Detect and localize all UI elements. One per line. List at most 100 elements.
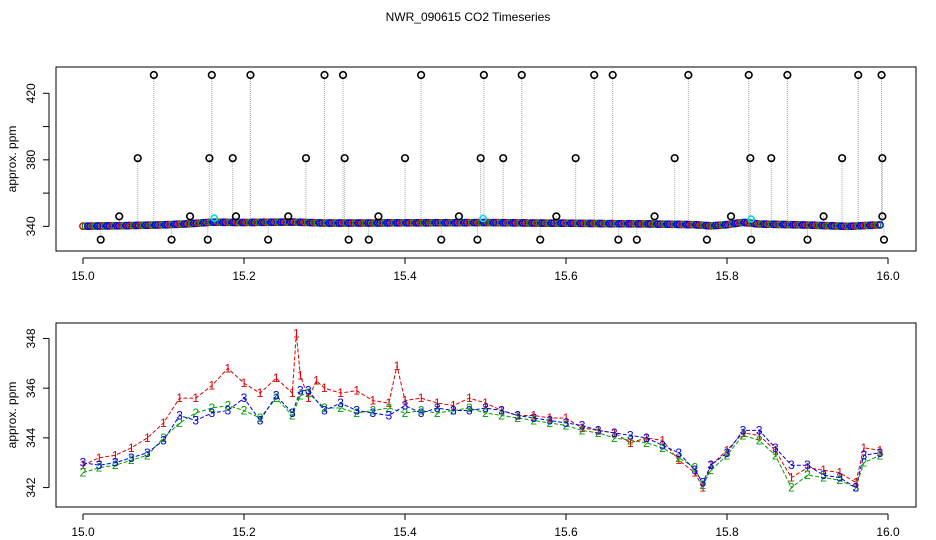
top-outlier-point [205, 154, 214, 163]
series-1-point: 1 [369, 394, 376, 408]
top-data-point [685, 220, 694, 229]
series-2-point: 2 [724, 448, 731, 462]
top-data-point [542, 219, 551, 228]
top-outlier-point [149, 70, 158, 80]
top-outlier-point [437, 235, 446, 244]
top-data-point [668, 220, 677, 229]
series-1-point: 1 [514, 409, 521, 423]
series-1-point: 1 [313, 374, 320, 388]
top-data-point [523, 219, 532, 227]
top-plot-frame [55, 66, 917, 252]
series-2-point: 2 [498, 409, 505, 423]
top-data-point [139, 221, 148, 230]
series-1-point: 1 [353, 384, 360, 398]
top-outlier-point [517, 70, 526, 80]
top-data-point [236, 218, 244, 227]
top-data-point [781, 220, 790, 229]
top-data-point [810, 221, 819, 230]
top-data-point [170, 220, 179, 229]
series-2-point: 2 [643, 436, 650, 450]
series-1-point: 1 [756, 428, 763, 442]
series-3-point: 3 [241, 391, 248, 405]
series-1-point: 1 [293, 326, 300, 340]
series-3-point: 3 [708, 458, 715, 472]
top-outlier-point [650, 212, 659, 221]
series-3-point: 3 [772, 441, 779, 455]
series-2-point: 2 [192, 406, 199, 420]
top-data-point [277, 218, 285, 227]
top-data-point [81, 222, 90, 231]
top-data-point [767, 220, 776, 229]
top-data-point [501, 218, 510, 227]
top-data-point [238, 218, 247, 227]
top-outlier-point [838, 154, 847, 163]
top-data-point [786, 220, 795, 229]
top-outlier-point [228, 154, 237, 163]
series-1-point: 1 [241, 376, 248, 390]
series-3-point: 3 [877, 446, 884, 460]
top-data-point [678, 220, 686, 229]
top-data-point [443, 218, 452, 227]
top-outlier-point [473, 235, 482, 244]
top-axes: 15.0 15.2 15.4 15.6 15.8 16.0 340 380 420 [24, 83, 900, 283]
series-3-point: 3 [514, 409, 521, 423]
top-data-point [429, 218, 438, 227]
top-data-point [337, 219, 346, 227]
series-2-point: 2 [144, 448, 151, 462]
top-data-point [598, 219, 607, 228]
series-3-point: 3 [861, 448, 868, 462]
top-data-point [876, 220, 884, 229]
top-data-point [385, 219, 394, 227]
series-2-point: 2 [112, 458, 119, 472]
top-data-point [866, 221, 875, 230]
top-data-point [603, 219, 611, 228]
top-data-point [211, 218, 220, 227]
series-3-point: 3 [466, 404, 473, 418]
series-1-point: 1 [321, 381, 328, 395]
series-1-point: 1 [482, 396, 489, 410]
top-data-point [665, 220, 674, 229]
top-outlier-point [571, 154, 580, 163]
top-outlier-point [344, 235, 353, 244]
top-outlier-point [614, 235, 623, 244]
top-data-point [274, 218, 283, 227]
top-data-point [610, 219, 619, 228]
series-2-point: 2 [611, 431, 618, 445]
top-data-point [757, 220, 766, 228]
top-x-tick-label: 16.0 [876, 269, 900, 283]
top-data-point [124, 221, 133, 230]
top-data-point [219, 218, 227, 227]
series-2-point: 2 [402, 406, 409, 420]
top-data-point [122, 221, 131, 230]
top-data-point [364, 219, 372, 227]
series-1-point: 1 [772, 443, 779, 457]
top-data-point [651, 220, 660, 228]
series-1-point: 1 [804, 461, 811, 475]
series-3-point: 3 [297, 384, 304, 398]
top-data-point [871, 221, 880, 229]
top-data-point [284, 218, 293, 226]
series-2-point: 2 [289, 409, 296, 423]
top-data-point [607, 219, 616, 228]
top-outlier-point [115, 212, 124, 221]
top-data-point [530, 219, 539, 227]
top-data-point [313, 218, 322, 227]
series-1-point: 1 [530, 409, 537, 423]
top-data-point [837, 222, 846, 231]
series-3-point: 3 [144, 446, 151, 460]
top-data-point [366, 219, 375, 227]
top-outlier-point [476, 154, 485, 163]
top-cyan-point [479, 214, 487, 223]
top-data-point [680, 220, 689, 229]
top-data-point [646, 220, 655, 228]
series-1-point: 1 [563, 411, 570, 425]
series-1-point: 1 [643, 431, 650, 445]
top-data-point [252, 218, 261, 227]
top-data-point [103, 222, 112, 230]
bottom-plot-frame [55, 322, 917, 508]
series-2-point: 2 [675, 451, 682, 465]
series-1-point: 1 [176, 391, 183, 405]
top-data-point [132, 221, 141, 230]
top-outlier-point [167, 235, 176, 244]
series-2-point: 2 [482, 406, 489, 420]
